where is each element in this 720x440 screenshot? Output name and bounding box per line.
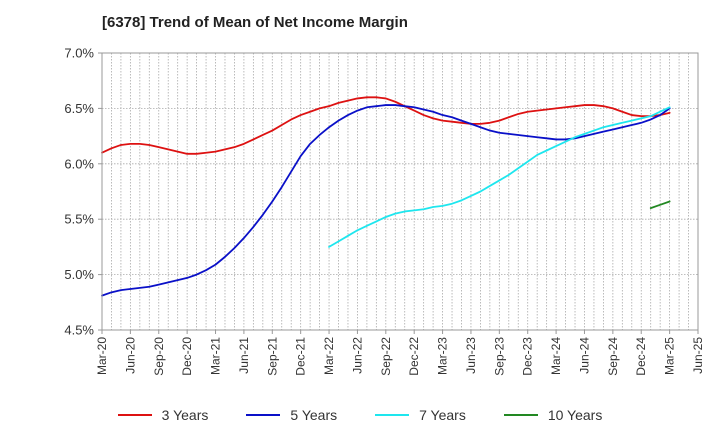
x-tick-label: Dec-20 <box>180 337 194 376</box>
legend-item: 3 Years <box>117 407 209 423</box>
x-tick-label: Dec-22 <box>407 337 421 376</box>
x-tick-label: Jun-23 <box>464 337 478 374</box>
legend-item: 7 Years <box>375 407 466 423</box>
legend-swatch <box>375 414 410 416</box>
y-tick-label: 5.5% <box>64 212 94 227</box>
series-line-2 <box>101 104 671 297</box>
x-tick-label: Jun-20 <box>123 337 137 374</box>
x-tick-label: Mar-24 <box>549 337 563 375</box>
legend-label: 3 Years <box>161 407 209 423</box>
x-tick-label: Sep-23 <box>492 337 506 376</box>
legend-label: 10 Years <box>547 407 603 423</box>
legend-item: 10 Years <box>503 407 603 423</box>
legend: 3 Years 5 Years 7 Years 10 Years <box>0 403 720 427</box>
y-tick-label: 6.5% <box>64 101 94 116</box>
grid <box>102 52 698 331</box>
series-lines <box>101 96 671 297</box>
x-tick-label: Jun-21 <box>237 337 251 374</box>
y-axis: 4.5% 5.0% 5.5% 6.0% 6.5% 7.0% <box>64 46 102 338</box>
x-axis: Mar-20 Jun-20 Sep-20 Dec-20 Mar-21 Jun-21 Sep-… <box>95 330 705 376</box>
x-tick-label: Mar-21 <box>209 337 223 375</box>
y-tick-label: 4.5% <box>64 323 94 338</box>
x-tick-label: Sep-22 <box>379 337 393 376</box>
x-tick-label: Sep-24 <box>606 337 620 376</box>
legend-swatch <box>246 414 281 416</box>
x-tick-label: Dec-23 <box>521 337 535 376</box>
x-tick-label: Dec-24 <box>634 337 648 376</box>
plot-frame <box>101 52 699 331</box>
legend-swatch <box>503 414 538 416</box>
x-tick-label: Mar-25 <box>663 337 677 375</box>
series-line-1 <box>101 96 671 155</box>
series-line-3 <box>328 106 671 248</box>
legend-label: 7 Years <box>419 407 466 423</box>
x-tick-label: Mar-20 <box>95 337 109 375</box>
legend-swatch <box>117 414 152 416</box>
x-tick-label: Dec-21 <box>294 337 308 376</box>
x-tick-label: Jun-24 <box>577 337 591 374</box>
x-tick-label: Jun-22 <box>350 337 364 374</box>
legend-label: 5 Years <box>290 407 338 423</box>
x-tick-label: Sep-20 <box>152 337 166 376</box>
series-line-4 <box>649 200 671 210</box>
x-tick-label: Mar-22 <box>322 337 336 375</box>
chart-title: [6378] Trend of Mean of Net Income Margi… <box>102 14 408 31</box>
y-tick-label: 6.0% <box>64 156 94 171</box>
legend-item: 5 Years <box>246 407 337 423</box>
x-tick-label: Mar-23 <box>436 337 450 375</box>
y-tick-label: 7.0% <box>64 46 94 61</box>
y-tick-label: 5.0% <box>64 267 94 282</box>
x-tick-label: Sep-21 <box>265 337 279 376</box>
x-tick-label: Jun-25 <box>691 337 705 374</box>
